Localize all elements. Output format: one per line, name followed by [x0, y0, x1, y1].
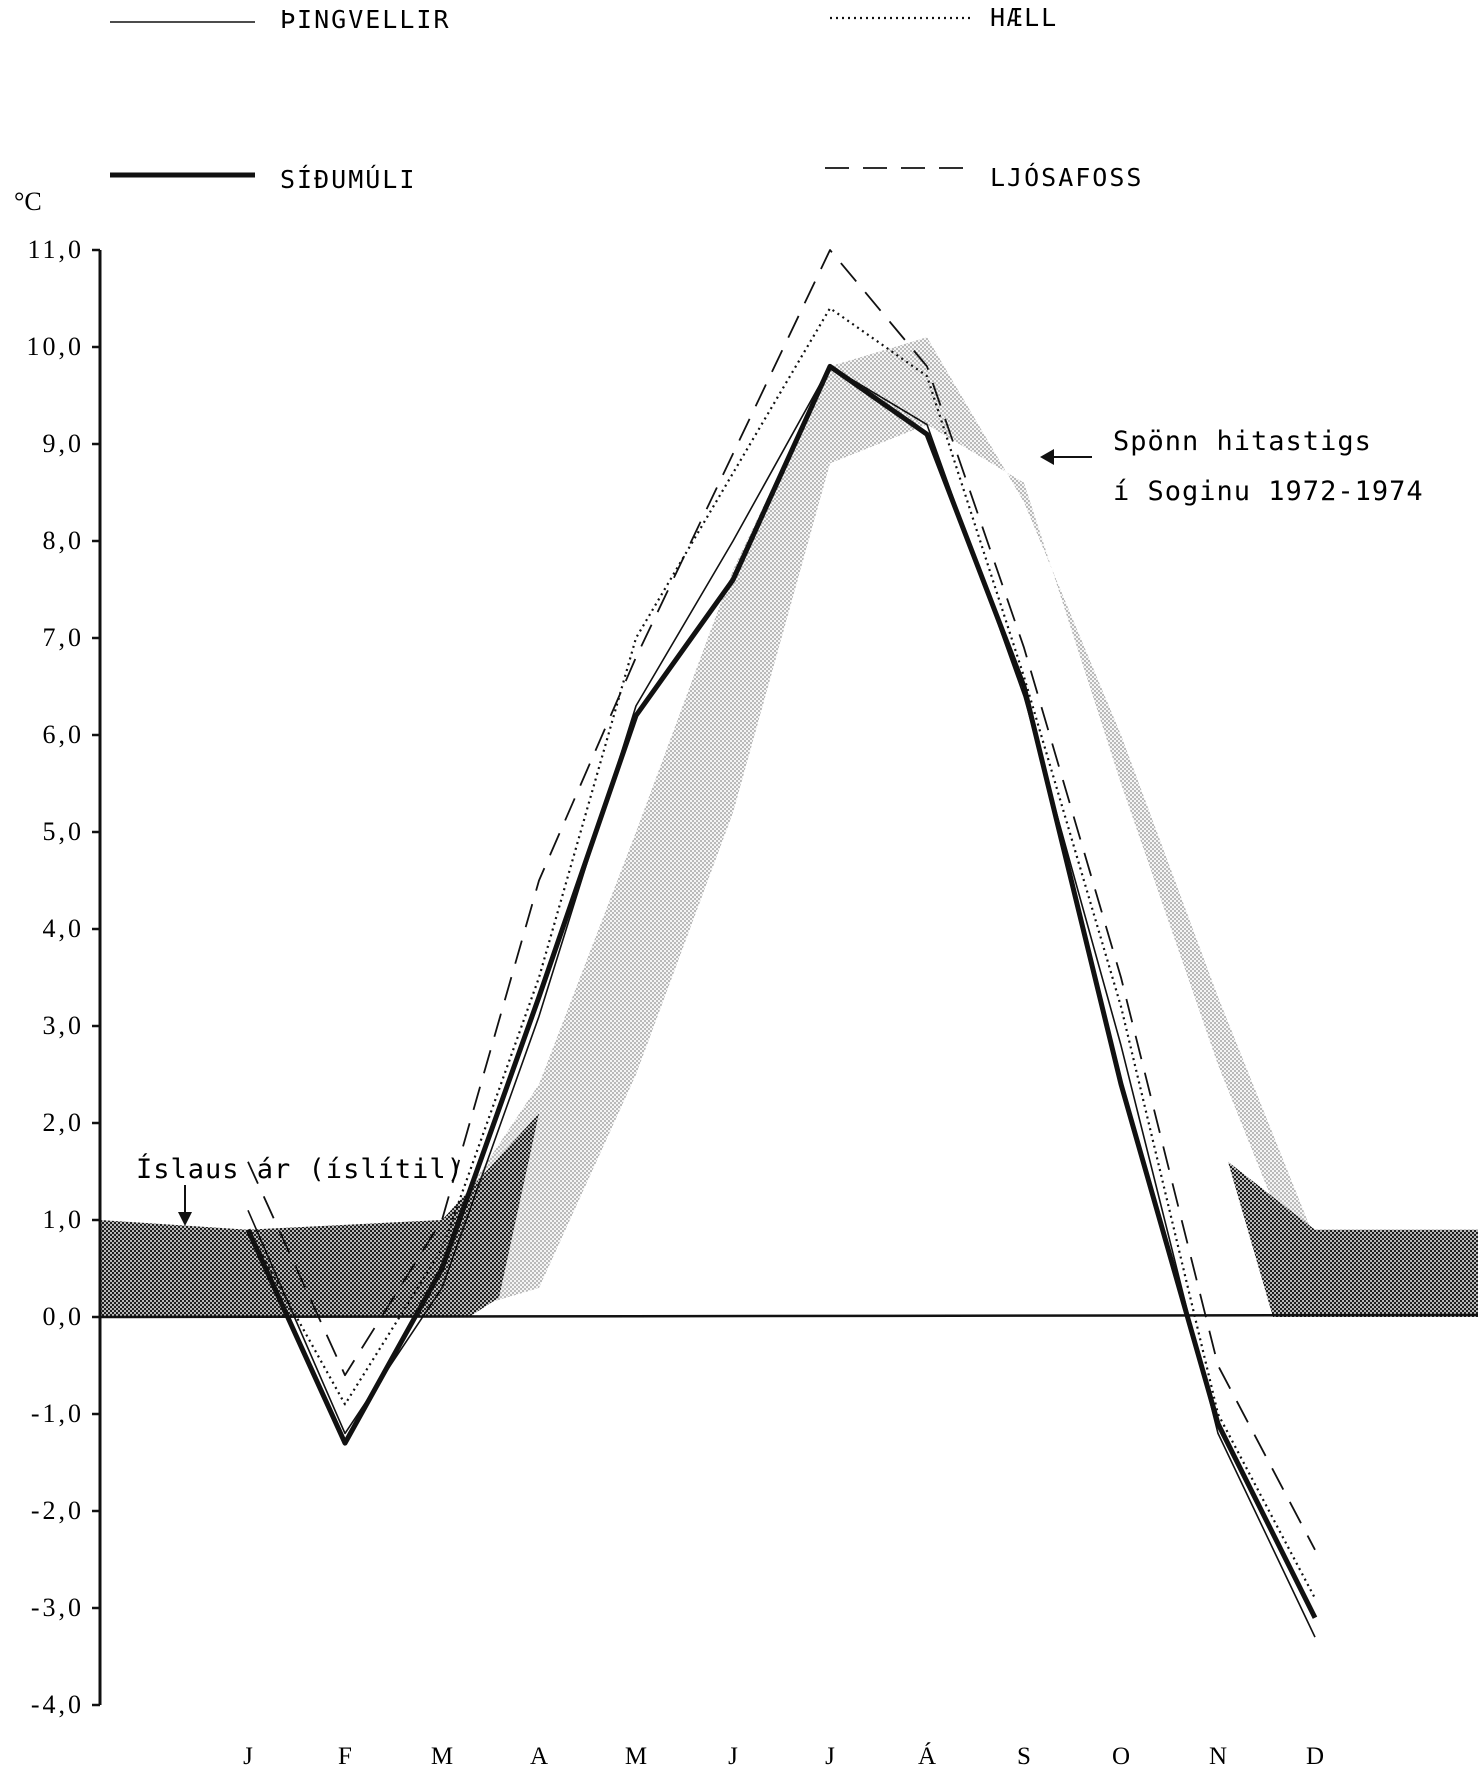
series-line-3 [247, 249, 1316, 1551]
legend: ÞINGVELLIR HÆLL SÍÐUMÚLI LJÓSAFOSS [110, 3, 1143, 194]
y-tick-label: -4,0 [31, 1690, 84, 1719]
y-unit-label: °C [14, 187, 42, 216]
y-tick-label: 6,0 [43, 720, 85, 749]
y-tick-label: 0,0 [43, 1302, 85, 1331]
x-tick-label: A [530, 1743, 548, 1770]
legend-label-3: LJÓSAFOSS [990, 162, 1143, 192]
series-line-0 [247, 365, 1316, 1638]
ice-free-band [100, 1113, 1478, 1317]
y-tick-label: 7,0 [43, 623, 85, 652]
legend-label-0: ÞINGVELLIR [280, 5, 451, 34]
zero-baseline [99, 1313, 1479, 1319]
y-tick-label: 1,0 [43, 1205, 85, 1234]
y-tick-label: -1,0 [31, 1399, 84, 1428]
ice-free-area-left [100, 1113, 539, 1317]
ice-free-area-right [1228, 1161, 1478, 1317]
range-band-label-line-1: Spönn hitastigs [1113, 426, 1372, 457]
x-tick-label: J [825, 1743, 835, 1770]
x-tick-label: M [625, 1743, 647, 1770]
y-tick-label: 4,0 [43, 914, 85, 943]
ice-free-arrow-head [178, 1212, 192, 1226]
legend-label-1: HÆLL [990, 3, 1058, 32]
x-tick-label: S [1017, 1743, 1031, 1770]
x-tick-label: N [1209, 1743, 1227, 1770]
series-line-2 [245, 363, 1318, 1619]
x-tick-label: O [1112, 1743, 1130, 1770]
y-tick-label: 10,0 [27, 332, 85, 361]
ice-free-label: Íslaus ár (íslítil) [136, 1153, 464, 1185]
x-tick-label: M [431, 1743, 453, 1770]
y-tick-label: 11,0 [27, 235, 84, 264]
range-band-label-line-2: í Soginu 1972-1974 [1113, 476, 1424, 507]
y-tick-label: 2,0 [43, 1108, 85, 1137]
annotations: Spönn hitastigs í Soginu 1972-1974 Íslaus … [136, 426, 1424, 1226]
y-tick-label: 9,0 [43, 429, 85, 458]
y-tick-labels: 11,0 10,0 9,0 8,0 7,0 6,0 5,0 4,0 3,0 2,0 1,0 0,0 -1… [27, 235, 100, 1719]
x-tick-label: J [728, 1743, 738, 1770]
x-tick-label: D [1306, 1743, 1324, 1770]
y-tick-label: -3,0 [31, 1593, 84, 1622]
y-tick-label: -2,0 [31, 1496, 84, 1525]
temperature-range-band [248, 337, 1315, 1317]
series-lines [245, 249, 1318, 1638]
axes [98, 250, 1479, 1705]
range-band-area [248, 337, 1315, 1317]
legend-label-2: SÍÐUMÚLI [280, 164, 416, 194]
y-tick-label: 5,0 [43, 817, 85, 846]
x-tick-label: F [338, 1743, 352, 1770]
range-band-arrow-head [1040, 449, 1054, 465]
x-tick-label: Á [918, 1742, 936, 1770]
y-tick-label: 3,0 [43, 1011, 85, 1040]
x-tick-label: J [243, 1743, 253, 1770]
y-tick-label: 8,0 [43, 526, 85, 555]
